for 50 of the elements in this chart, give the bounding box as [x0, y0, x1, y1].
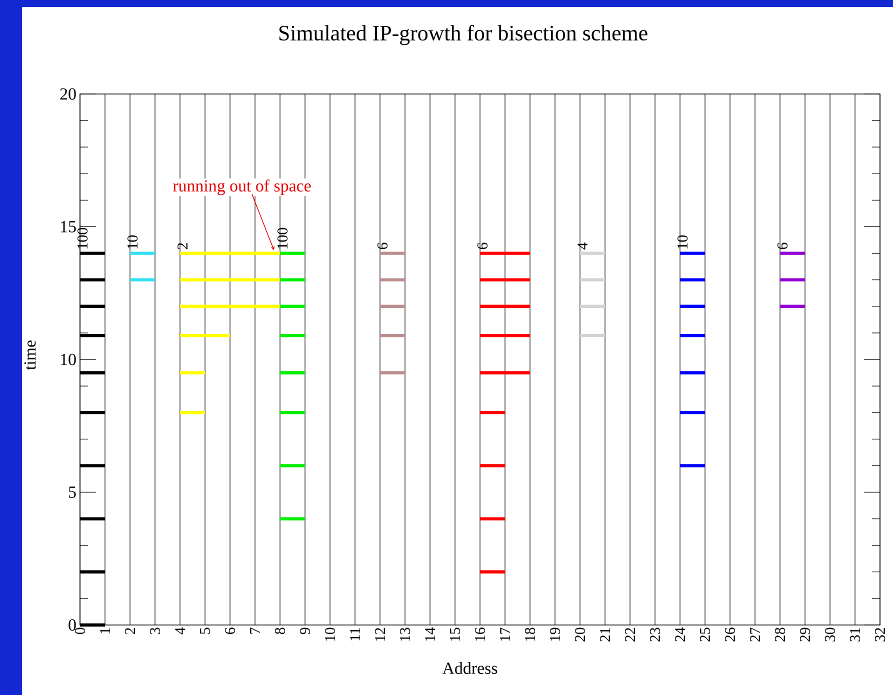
x-tick-label: 15 — [450, 628, 460, 641]
x-tick-label: 0 — [74, 628, 86, 634]
x-tick-label: 28 — [774, 628, 786, 642]
annotation: 4 — [578, 242, 588, 250]
x-tick-label: 12 — [375, 628, 385, 641]
x-tick-label: 3 — [150, 628, 160, 634]
x-tick-label: 20 — [574, 628, 586, 642]
annotation: 2 — [178, 243, 188, 250]
x-tick-label: 13 — [400, 628, 410, 641]
x-tick-label: 7 — [250, 628, 260, 634]
x-tick-label: 6 — [224, 628, 236, 634]
x-tick-label: 11 — [350, 628, 360, 640]
x-tick-label: 23 — [650, 628, 660, 642]
y-tick-label: 5 — [69, 486, 76, 498]
annotation: 100 — [277, 228, 288, 248]
x-tick-label: 26 — [724, 628, 736, 642]
annotation: 6 — [777, 242, 788, 250]
x-tick-label: 1 — [100, 628, 110, 634]
x-tick-label: 18 — [524, 628, 536, 641]
x-tick-label: 25 — [700, 628, 710, 642]
x-tick-label: 16 — [474, 628, 486, 641]
y-tick-label: 10 — [61, 354, 76, 366]
x-tick-label: 14 — [425, 627, 435, 641]
annotation: 100 — [77, 228, 88, 248]
x-tick-label: 9 — [300, 628, 310, 634]
y-tick-label: 15 — [61, 221, 76, 232]
annotation: 10 — [127, 235, 138, 248]
x-tick-label: 4 — [175, 627, 185, 634]
x-tick-label: 19 — [550, 628, 560, 641]
x-tick-label: 29 — [800, 628, 810, 642]
x-tick-label: 30 — [824, 628, 836, 642]
annotation: running out of space — [172, 180, 311, 196]
x-tick-label: 27 — [750, 628, 760, 642]
annotation: 10 — [677, 235, 688, 248]
x-tick-label: 8 — [274, 628, 286, 634]
chart-title: Simulated IP-growth for bisection scheme — [279, 24, 648, 46]
x-tick-label: 24 — [675, 627, 685, 642]
annotation: 6 — [477, 242, 488, 250]
x-axis-title: Address — [442, 662, 498, 674]
x-tick-label: 21 — [600, 628, 610, 642]
x-tick-label: 31 — [850, 628, 860, 642]
x-tick-label: 10 — [324, 628, 336, 641]
x-tick-label: 17 — [500, 628, 510, 641]
x-tick-label: 32 — [874, 628, 886, 642]
x-tick-label: 5 — [200, 628, 210, 634]
x-tick-label: 2 — [125, 628, 135, 634]
y-axis-title: time — [24, 340, 36, 370]
y-tick-label: 20 — [60, 88, 76, 100]
x-tick-label: 22 — [625, 628, 635, 642]
annotation: 6 — [377, 242, 388, 250]
